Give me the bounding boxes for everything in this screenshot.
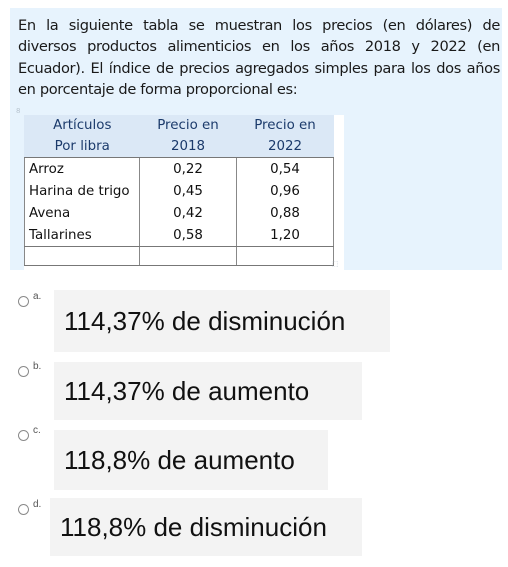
price-table-container: Artículos Precio en Precio en Por libra … [24,115,344,270]
table-empty-row [24,246,334,266]
table-cell [139,246,237,266]
table-header-cell: Precio en [139,115,237,136]
table-cell: 0,88 [236,202,334,224]
option-d-letter: d. [33,499,42,510]
table-cell: 0,96 [236,180,334,202]
option-b-answer[interactable]: 114,37% de aumento [54,362,362,420]
table-row: Harina de trigo 0,45 0,96 [24,180,334,202]
table-header-cell: Precio en [236,115,334,136]
table-corner-mark: 8 [16,107,21,115]
option-b-radio[interactable] [18,366,29,377]
table-header-cell: 2022 [236,136,334,158]
table-header-row: Artículos Precio en Precio en [24,115,334,136]
table-header-row: Por libra 2018 2022 [24,136,334,158]
table-row: Tallarines 0,58 1,20 [24,224,334,247]
table-cell: 0,42 [139,202,237,224]
table-cell: Harina de trigo [24,180,140,202]
table-cell: Avena [24,202,140,224]
table-cell: Tallarines [24,224,140,247]
table-cell: 1,20 [236,224,334,247]
table-cell [24,246,140,266]
table-cell [236,246,334,266]
table-cell: 0,54 [236,157,334,180]
option-c-answer[interactable]: 118,8% de aumento [54,430,328,490]
table-header-cell: Por libra [24,136,140,158]
table-cell: 0,58 [139,224,237,247]
table-row: Arroz 0,22 0,54 [24,157,334,180]
question-box: En la siguiente tabla se muestran los pr… [10,8,502,270]
option-b-letter: b. [33,361,42,372]
table-header-cell: 2018 [139,136,237,158]
option-a-radio[interactable] [18,296,29,307]
price-table: Artículos Precio en Precio en Por libra … [24,115,334,266]
table-cell: 0,22 [139,157,237,180]
option-c-radio[interactable] [18,430,29,441]
table-header-cell: Artículos [24,115,140,136]
table-resize-handle-icon: ⬚ [332,260,339,268]
table-cell: 0,45 [139,180,237,202]
table-cell: Arroz [24,157,140,180]
option-c-letter: c. [33,425,41,436]
option-d-radio[interactable] [18,504,29,515]
option-a-letter: a. [33,291,42,302]
option-d-answer[interactable]: 118,8% de disminución [50,498,362,556]
question-text: En la siguiente tabla se muestran los pr… [18,17,500,98]
table-row: Avena 0,42 0,88 [24,202,334,224]
option-a-answer[interactable]: 114,37% de disminución [54,290,390,352]
